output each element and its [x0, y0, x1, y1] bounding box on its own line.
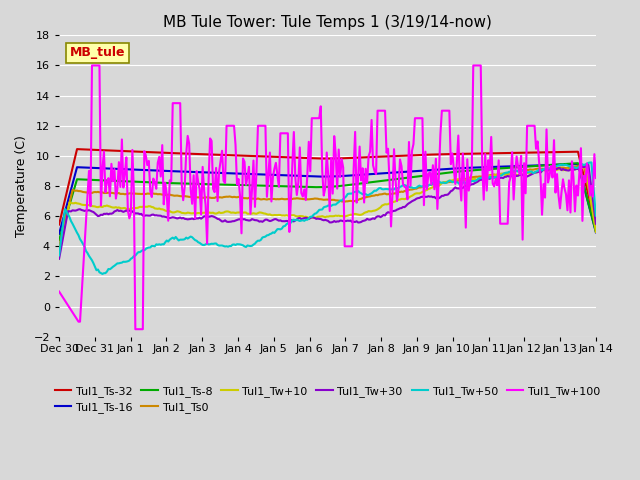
Text: MB_tule: MB_tule	[70, 47, 125, 60]
Title: MB Tule Tower: Tule Temps 1 (3/19/14-now): MB Tule Tower: Tule Temps 1 (3/19/14-now…	[163, 15, 492, 30]
Y-axis label: Temperature (C): Temperature (C)	[15, 135, 28, 237]
Legend: Tul1_Ts-32, Tul1_Ts-16, Tul1_Ts-8, Tul1_Ts0, Tul1_Tw+10, Tul1_Tw+30, Tul1_Tw+50,: Tul1_Ts-32, Tul1_Ts-16, Tul1_Ts-8, Tul1_…	[51, 382, 605, 418]
